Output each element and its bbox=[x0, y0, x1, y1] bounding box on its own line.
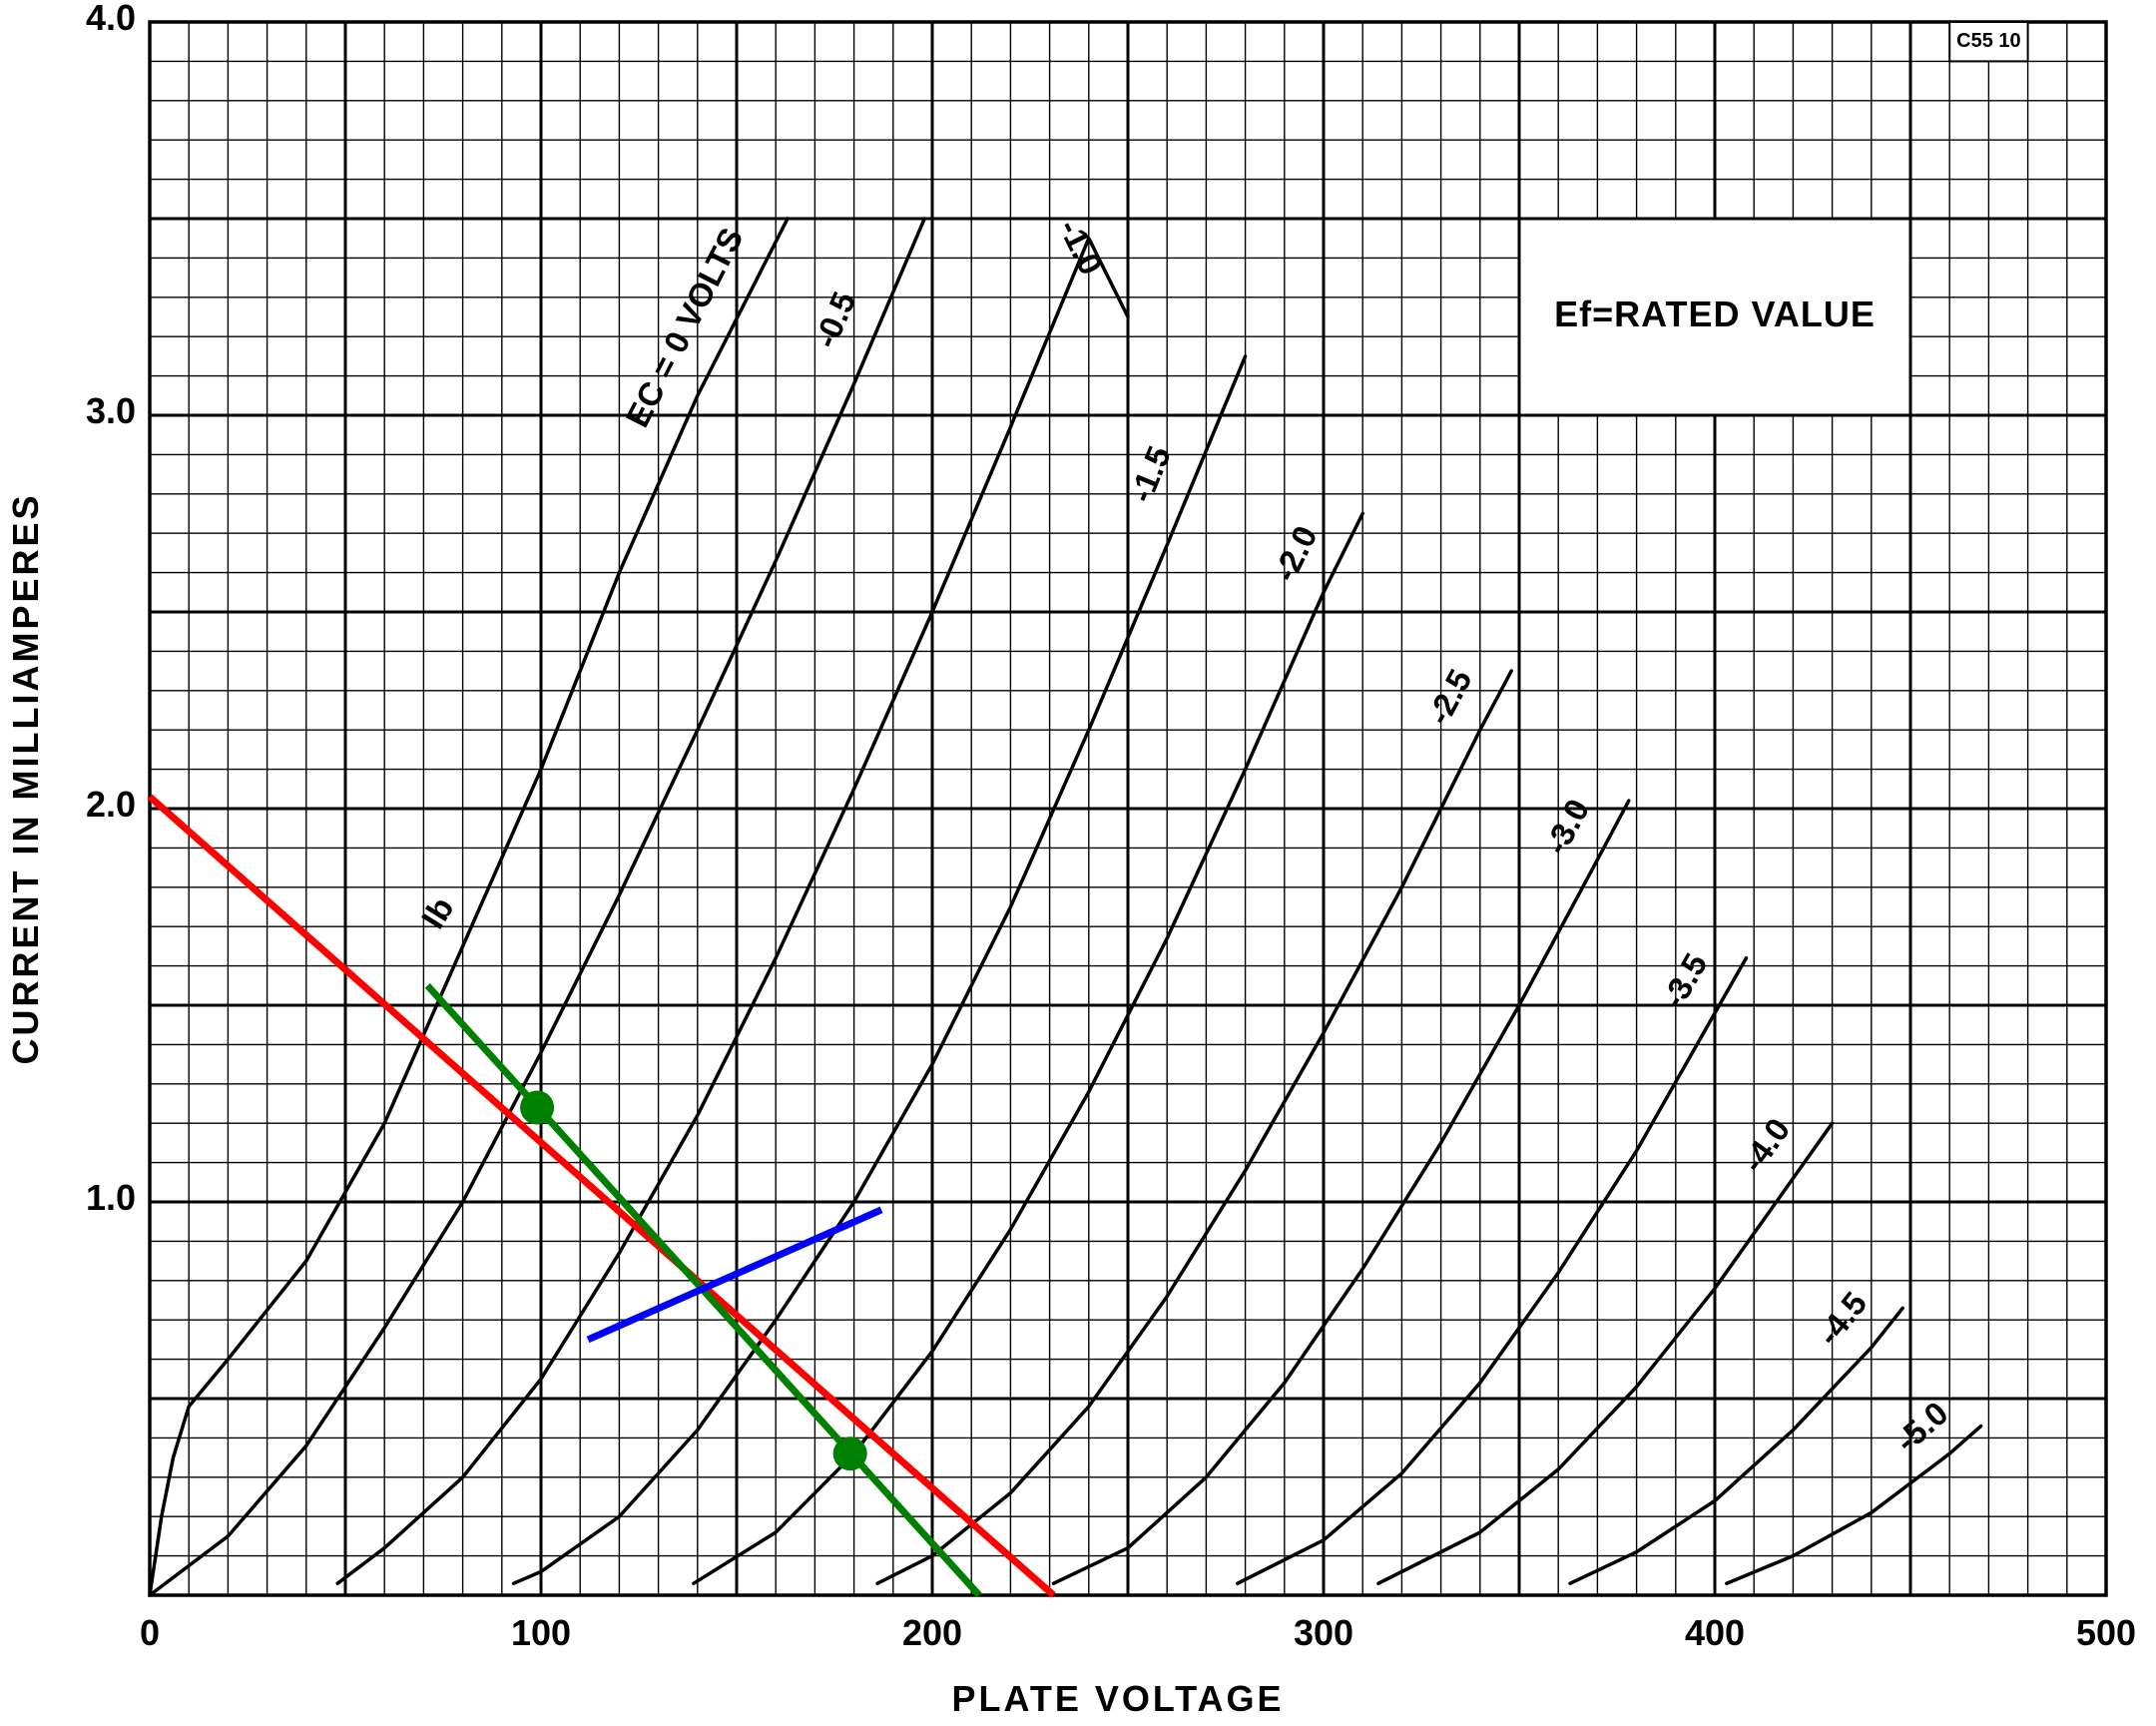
series-line-9 bbox=[1568, 1306, 1904, 1585]
grid-major bbox=[148, 20, 2108, 1597]
series-label-10: -5.0 bbox=[1887, 1395, 1954, 1459]
annotation-point-0 bbox=[520, 1090, 555, 1125]
series-label-9: -4.5 bbox=[1810, 1285, 1874, 1353]
x-tick-label: 0 bbox=[140, 1612, 160, 1653]
x-tick-label: 200 bbox=[902, 1612, 962, 1653]
y-tick-label: 4.0 bbox=[86, 0, 136, 38]
figure-code: C55 10 bbox=[1956, 30, 2021, 52]
x-tick-label: 400 bbox=[1685, 1612, 1745, 1653]
x-tick-label: 500 bbox=[2076, 1612, 2136, 1653]
series-line-3 bbox=[511, 354, 1248, 1585]
series-line-2 bbox=[335, 236, 1130, 1585]
series-line-6 bbox=[1051, 799, 1631, 1585]
annotation-lines bbox=[147, 794, 1056, 1598]
series-label-5: -2.5 bbox=[1419, 663, 1478, 731]
y-tick-label: 1.0 bbox=[86, 1177, 136, 1218]
series-label-4: -2.0 bbox=[1266, 520, 1324, 587]
tick-labels: 0 100 200 300 400 500 1.0 2.0 3.0 4.0 bbox=[86, 0, 2136, 1653]
x-tick-label: 100 bbox=[511, 1612, 571, 1653]
note-text: Ef=RATED VALUE bbox=[1554, 293, 1876, 334]
x-tick-label: 300 bbox=[1294, 1612, 1353, 1653]
curves bbox=[148, 217, 1983, 1597]
figure-code-box bbox=[1948, 21, 2029, 63]
series-label-6: -3.0 bbox=[1537, 793, 1596, 861]
series-line-0 bbox=[148, 217, 790, 1597]
annotation-points bbox=[520, 1090, 867, 1471]
annotation-line-2 bbox=[586, 1206, 883, 1344]
series-line-8 bbox=[1376, 1121, 1835, 1585]
curve-axis-label: Ib bbox=[414, 890, 461, 934]
series-label-3: -1.5 bbox=[1122, 441, 1178, 508]
note-box bbox=[1517, 217, 1912, 417]
series-label-2: -1.0 bbox=[1052, 213, 1110, 280]
y-axis-title: CURRENT IN MILLIAMPERES bbox=[5, 493, 46, 1065]
annotation-point-1 bbox=[832, 1437, 867, 1471]
series-line-10 bbox=[1725, 1424, 1983, 1585]
series-line-4 bbox=[692, 511, 1364, 1585]
series-label-8: -4.0 bbox=[1734, 1111, 1797, 1179]
y-tick-label: 3.0 bbox=[86, 390, 136, 431]
x-axis-title: PLATE VOLTAGE bbox=[952, 1678, 1285, 1719]
y-tick-label: 2.0 bbox=[86, 784, 136, 825]
series-line-1 bbox=[148, 217, 926, 1597]
series-line-7 bbox=[1236, 955, 1749, 1585]
plot-frame bbox=[148, 20, 2108, 1597]
annotation-line-0 bbox=[147, 794, 1056, 1598]
